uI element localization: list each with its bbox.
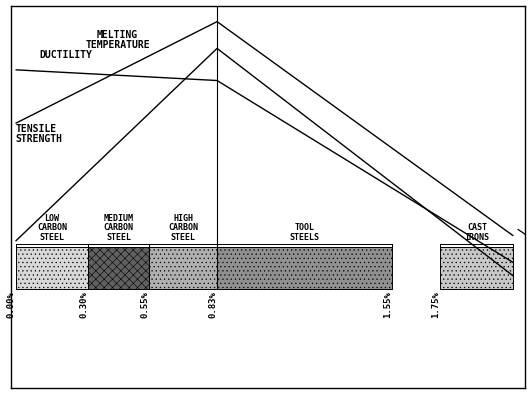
Text: 1.75%: 1.75%	[432, 291, 440, 318]
Bar	[15, 247, 88, 289]
Text: 0.55%: 0.55%	[140, 291, 149, 318]
Text: 0.00%: 0.00%	[6, 291, 15, 318]
Text: DUCTILITY: DUCTILITY	[40, 50, 93, 60]
Text: 1.55%: 1.55%	[383, 291, 392, 318]
Text: 0.83%: 0.83%	[208, 291, 217, 318]
Bar	[440, 247, 513, 289]
Text: LOW
CARBON
STEEL: LOW CARBON STEEL	[37, 214, 67, 242]
Text: HIGH
CARBON
STEEL: HIGH CARBON STEEL	[168, 214, 198, 242]
Text: TENSILE
STRENGTH: TENSILE STRENGTH	[15, 124, 63, 145]
Text: CAST
IRONS: CAST IRONS	[465, 223, 490, 242]
Bar	[217, 247, 392, 289]
Text: TOOL
STEELS: TOOL STEELS	[289, 223, 320, 242]
Text: MELTING
TEMPERATURE: MELTING TEMPERATURE	[85, 30, 150, 50]
Bar	[88, 247, 149, 289]
Text: 0.30%: 0.30%	[79, 291, 88, 318]
Bar	[149, 247, 217, 289]
Text: MEDIUM
CARBON
STEEL: MEDIUM CARBON STEEL	[104, 214, 134, 242]
